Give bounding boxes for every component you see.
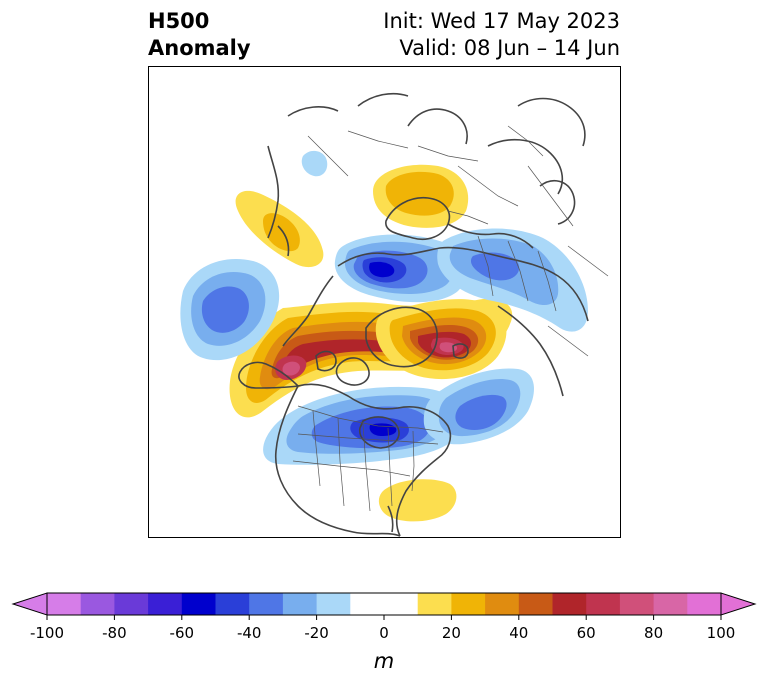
negative-anomaly-siberia (334, 234, 468, 303)
colorbar-unit-label: m (374, 649, 394, 673)
colorbar-swatch (47, 593, 82, 615)
colorbar-swatch (215, 593, 250, 615)
colorbar-extend-high (720, 592, 757, 616)
colorbar-swatch (316, 593, 351, 615)
colorbar-swatch (485, 593, 520, 615)
colorbar-tick-label: -100 (30, 624, 64, 642)
colorbar-swatch (181, 593, 216, 615)
colorbar-tick-label: 20 (442, 624, 461, 642)
title-line-2: Anomaly (148, 36, 251, 60)
colorbar-tick-label: -20 (304, 624, 329, 642)
colorbar-swatch (552, 593, 587, 615)
colorbar-ticks: -100 -80 -60 -40 -20 0 20 40 60 80 100 (30, 615, 735, 642)
colorbar-swatch (653, 593, 688, 615)
colorbar-swatches (11, 592, 757, 616)
forecast-dates: Init: Wed 17 May 2023 Valid: 08 Jun – 14… (383, 8, 620, 62)
colorbar-tick-label: 100 (707, 624, 736, 642)
colorbar-swatch (249, 593, 284, 615)
colorbar-swatch (384, 593, 419, 615)
colorbar-tick-label: 80 (644, 624, 663, 642)
positive-anomaly-east-asia (235, 190, 324, 268)
colorbar-swatch (114, 593, 149, 615)
init-date: Init: Wed 17 May 2023 (383, 9, 620, 33)
positive-anomaly-scandinavia (373, 164, 469, 228)
colorbar-tick-label: 0 (379, 624, 389, 642)
positive-anomaly-western-greenland-arctic (375, 299, 507, 380)
negative-anomaly-north-atlantic (423, 368, 534, 445)
colorbar-swatch (619, 593, 655, 615)
colorbar-tick-label: 60 (577, 624, 596, 642)
colorbar-swatch (417, 593, 452, 615)
colorbar-swatch (350, 593, 385, 615)
valid-date-range: Valid: 08 Jun – 14 Jun (399, 36, 620, 60)
colorbar-tick-label: -60 (170, 624, 195, 642)
negative-anomaly-russia-central (437, 228, 588, 332)
colorbar-tick-label: -80 (102, 624, 127, 642)
anomaly-map (148, 66, 621, 538)
colorbar-swatch (148, 593, 183, 615)
colorbar-swatch (451, 593, 486, 615)
colorbar: -100 -80 -60 -40 -20 0 20 40 60 80 100 m (11, 592, 757, 673)
colorbar-tick-label: -40 (237, 624, 262, 642)
colorbar-swatch (586, 593, 621, 615)
colorbar-tick-label: 40 (509, 624, 528, 642)
title-line-1: H500 (148, 9, 210, 33)
negative-anomaly-north-pacific (180, 259, 280, 361)
colorbar-swatch (518, 593, 553, 615)
colorbar-swatch (80, 593, 115, 615)
map-frame (148, 66, 621, 538)
map-title: H500 Anomaly (148, 8, 251, 62)
colorbar-swatch (282, 593, 318, 615)
colorbar-extend-low (11, 592, 48, 616)
political-borders (292, 125, 609, 512)
negative-anomaly-pole-small (301, 150, 328, 177)
colorbar-swatch (687, 593, 722, 615)
